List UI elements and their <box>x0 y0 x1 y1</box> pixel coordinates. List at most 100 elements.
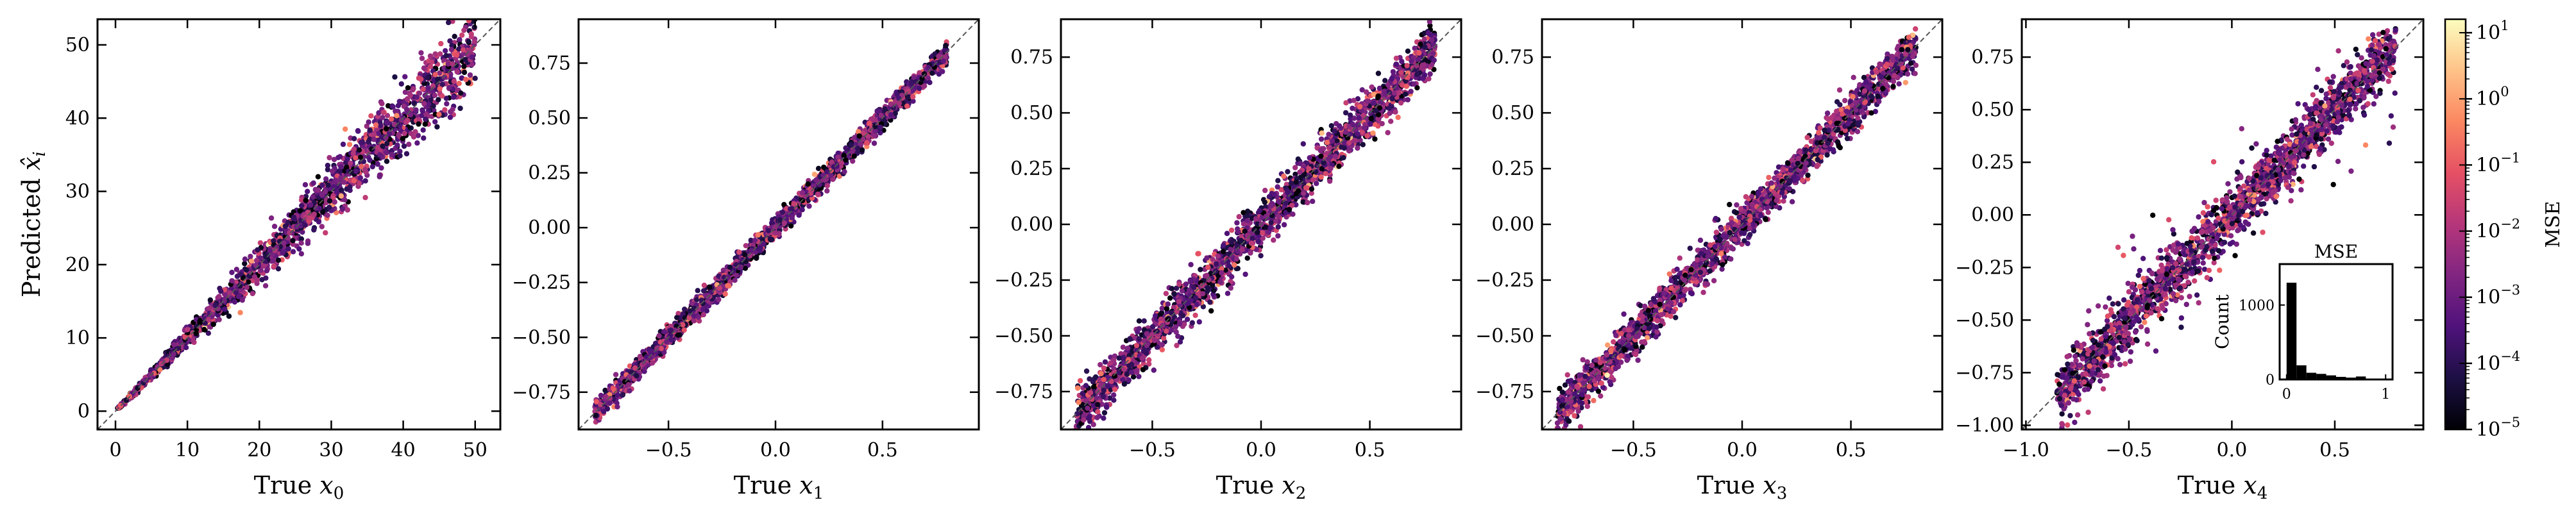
data-point <box>255 247 260 253</box>
data-point <box>353 155 359 161</box>
data-point <box>932 51 938 57</box>
data-point <box>356 147 362 153</box>
data-point <box>668 328 674 333</box>
data-point <box>375 131 382 137</box>
data-point <box>1242 271 1248 278</box>
data-point <box>239 297 245 303</box>
data-point <box>297 208 303 213</box>
data-point <box>201 326 207 333</box>
data-point <box>450 19 455 24</box>
data-point <box>700 306 706 313</box>
data-point <box>384 120 389 126</box>
data-point <box>171 342 177 347</box>
data-point <box>246 273 252 279</box>
data-point <box>447 114 453 121</box>
data-point <box>441 74 448 80</box>
data-point <box>422 121 428 127</box>
data-point <box>326 154 332 161</box>
data-point <box>450 94 457 100</box>
data-point <box>910 98 916 104</box>
data-point <box>772 224 778 230</box>
data-point <box>357 175 364 181</box>
data-point <box>427 63 434 69</box>
data-point <box>856 133 862 139</box>
data-point <box>331 156 337 162</box>
data-point <box>467 72 473 78</box>
data-point <box>421 65 427 71</box>
data-point <box>432 92 437 98</box>
data-point <box>695 314 702 320</box>
data-point <box>789 215 795 221</box>
data-point <box>232 299 238 305</box>
data-point <box>164 362 171 367</box>
data-point <box>799 190 806 196</box>
data-point <box>401 143 407 149</box>
data-point <box>248 253 253 260</box>
data-point <box>856 129 861 135</box>
data-point <box>457 105 463 112</box>
data-point <box>342 197 348 203</box>
x-tick-label: 30 <box>319 439 343 462</box>
data-point <box>754 255 759 261</box>
data-point <box>872 128 878 134</box>
data-point <box>375 145 380 151</box>
data-point <box>355 128 361 134</box>
data-point <box>843 157 849 163</box>
data-point <box>1146 361 1152 367</box>
data-point <box>281 240 287 246</box>
x-tick-label: 40 <box>391 439 416 462</box>
data-point <box>442 107 448 113</box>
data-point <box>691 318 697 324</box>
data-point <box>257 240 264 246</box>
data-point <box>436 97 441 103</box>
y-tick-label: −0.75 <box>512 381 571 404</box>
data-point <box>404 96 411 102</box>
data-point <box>311 227 317 233</box>
data-point <box>332 199 337 205</box>
data-point <box>1159 347 1165 353</box>
data-point <box>743 243 749 249</box>
data-point <box>436 112 442 117</box>
y-tick-label: 0.00 <box>528 217 571 239</box>
data-point <box>700 288 707 294</box>
data-point <box>706 284 713 290</box>
data-point <box>185 327 191 333</box>
data-point <box>716 297 722 303</box>
data-point <box>925 76 931 81</box>
data-point <box>463 76 469 83</box>
data-point <box>443 53 449 59</box>
data-point <box>674 315 680 320</box>
data-point <box>437 86 443 92</box>
data-point <box>892 110 899 117</box>
data-point <box>334 210 339 215</box>
data-point <box>815 191 821 197</box>
data-point <box>943 42 949 49</box>
data-point <box>285 219 291 226</box>
data-point <box>315 174 321 179</box>
data-point <box>353 169 359 174</box>
data-point <box>1173 285 1180 291</box>
data-point <box>319 192 325 198</box>
data-point <box>237 283 243 289</box>
data-point <box>691 305 697 312</box>
data-point <box>313 205 319 212</box>
data-point <box>363 169 369 175</box>
data-point <box>459 32 465 38</box>
y-tick-label: 30 <box>65 181 90 203</box>
data-point <box>929 70 935 76</box>
data-point <box>600 408 607 415</box>
data-point <box>791 201 797 206</box>
data-point <box>429 59 435 65</box>
data-point <box>469 9 474 14</box>
data-point <box>838 163 844 169</box>
data-point <box>394 142 400 148</box>
data-point <box>921 71 928 77</box>
data-point <box>308 202 314 208</box>
data-point <box>362 178 368 184</box>
data-point <box>275 266 282 272</box>
data-point <box>625 382 632 388</box>
data-point <box>396 99 402 104</box>
data-point <box>867 121 872 126</box>
data-point <box>425 85 431 91</box>
data-point <box>423 111 429 117</box>
